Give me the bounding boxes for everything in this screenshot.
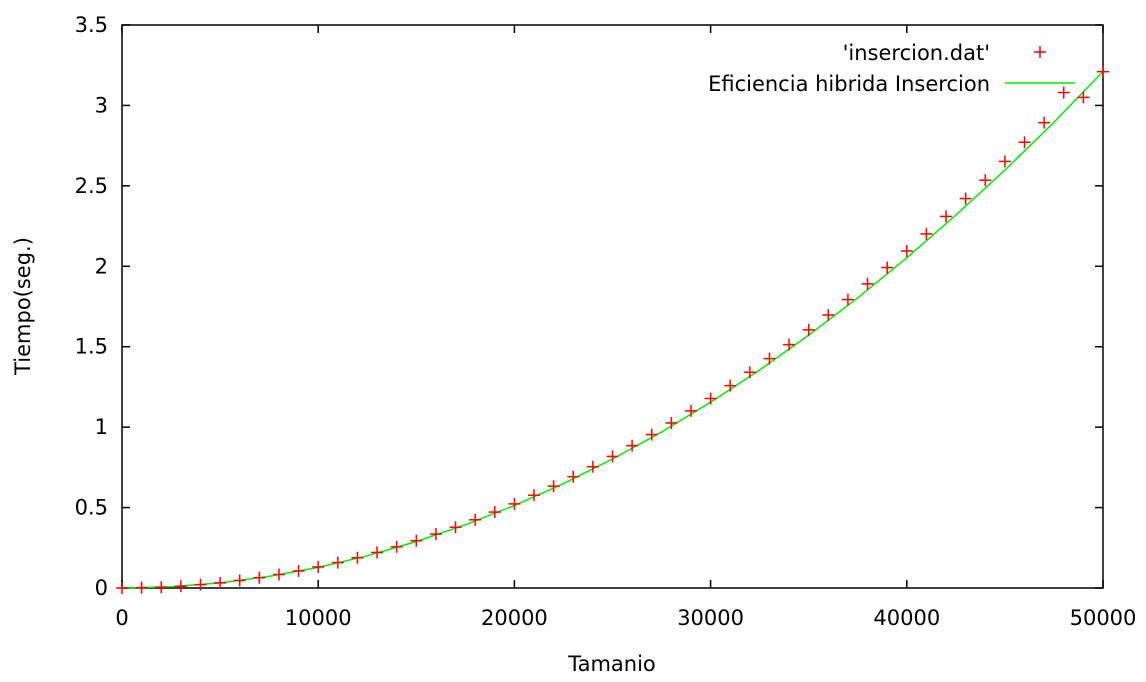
y-tick-label: 1.5 bbox=[75, 335, 108, 359]
data-point bbox=[135, 581, 148, 594]
data-point bbox=[390, 540, 403, 553]
data-point bbox=[312, 560, 325, 573]
legend-label-points: 'insercion.dat' bbox=[843, 41, 990, 65]
data-point bbox=[194, 578, 207, 591]
data-point bbox=[331, 556, 344, 569]
data-point bbox=[743, 366, 756, 379]
data-point bbox=[998, 155, 1011, 168]
data-point bbox=[508, 497, 521, 510]
y-tick-label: 2 bbox=[95, 254, 108, 278]
data-point bbox=[900, 245, 913, 258]
data-point bbox=[449, 521, 462, 534]
data-point bbox=[371, 546, 384, 559]
x-tick-label: 0 bbox=[115, 606, 128, 630]
x-tick-label: 20000 bbox=[481, 606, 548, 630]
data-point bbox=[116, 582, 128, 594]
data-point bbox=[410, 534, 423, 547]
data-point bbox=[233, 574, 246, 587]
legend: 'insercion.dat' Eficiencia hibrida Inser… bbox=[708, 41, 1075, 96]
data-point bbox=[763, 352, 776, 365]
series-line bbox=[121, 71, 1104, 589]
data-point bbox=[724, 379, 737, 392]
y-tick-label: 3 bbox=[95, 93, 108, 117]
x-tick-label: 50000 bbox=[1070, 606, 1137, 630]
data-point bbox=[822, 309, 835, 322]
data-point bbox=[626, 439, 639, 452]
y-tick-label: 0.5 bbox=[75, 496, 108, 520]
data-point bbox=[488, 506, 501, 519]
data-point bbox=[645, 428, 658, 441]
data-point bbox=[155, 581, 168, 594]
data-point bbox=[272, 568, 285, 581]
legend-label-line: Eficiencia hibrida Insercion bbox=[708, 72, 990, 96]
data-point bbox=[684, 404, 697, 417]
x-tick-label: 10000 bbox=[285, 606, 352, 630]
data-point bbox=[802, 323, 815, 336]
series-layer bbox=[116, 65, 1109, 594]
x-tick-label: 40000 bbox=[873, 606, 940, 630]
data-point bbox=[940, 210, 953, 223]
y-tick-label: 0 bbox=[95, 576, 108, 600]
data-point bbox=[979, 174, 992, 187]
legend-marker-points bbox=[1034, 46, 1046, 58]
data-point bbox=[1018, 136, 1031, 149]
data-point bbox=[1077, 91, 1090, 104]
data-point bbox=[429, 528, 442, 541]
y-tick-label: 2.5 bbox=[75, 174, 108, 198]
y-axis-title: Tiempo(seg.) bbox=[11, 237, 35, 376]
data-point bbox=[586, 460, 599, 473]
data-point bbox=[841, 293, 854, 306]
data-point bbox=[959, 192, 972, 205]
data-point bbox=[1057, 86, 1070, 99]
data-point bbox=[606, 450, 619, 463]
data-point bbox=[351, 551, 364, 564]
data-point bbox=[292, 564, 305, 577]
x-tick-label: 30000 bbox=[677, 606, 744, 630]
data-point bbox=[704, 392, 717, 405]
x-tick-labels: 0 10000 20000 30000 40000 50000 bbox=[115, 606, 1136, 630]
data-point bbox=[1038, 116, 1051, 129]
y-tick-labels: 0 0.5 1 1.5 2 2.5 3 3.5 bbox=[75, 13, 108, 600]
data-point bbox=[547, 480, 560, 493]
axis-ticks bbox=[121, 24, 1104, 589]
y-tick-label: 3.5 bbox=[75, 13, 108, 37]
data-point bbox=[920, 227, 933, 240]
data-point bbox=[783, 338, 796, 351]
data-point bbox=[1097, 65, 1109, 78]
data-point bbox=[214, 576, 227, 589]
data-point bbox=[861, 277, 874, 290]
data-point bbox=[174, 580, 187, 593]
data-point bbox=[253, 571, 266, 584]
x-axis-title: Tamanio bbox=[567, 652, 656, 676]
data-point bbox=[469, 513, 482, 526]
data-point bbox=[528, 489, 541, 502]
data-point bbox=[567, 470, 580, 483]
y-tick-label: 1 bbox=[95, 415, 108, 439]
plot-frame bbox=[121, 24, 1104, 589]
data-point bbox=[665, 416, 678, 429]
data-point bbox=[881, 261, 894, 274]
